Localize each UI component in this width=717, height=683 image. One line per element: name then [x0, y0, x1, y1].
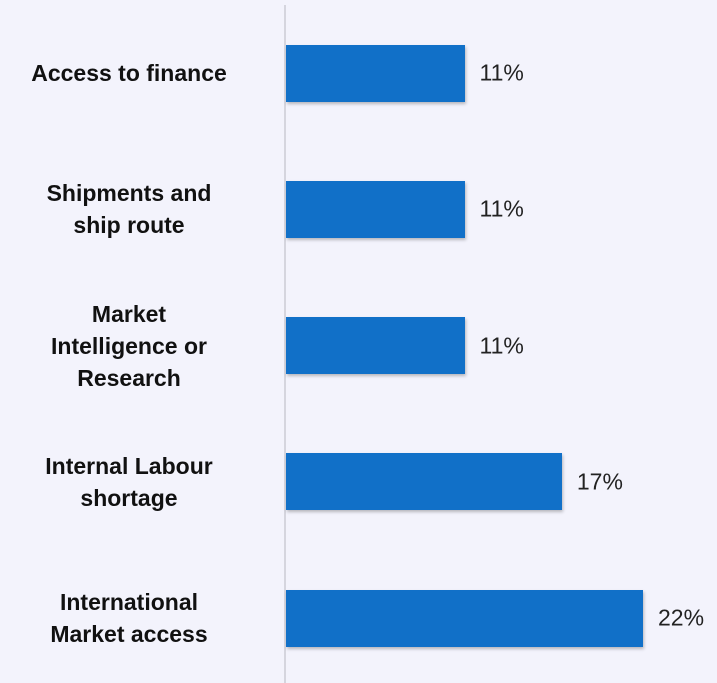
value-label: 11% — [479, 195, 524, 222]
bar — [286, 317, 465, 375]
category-label: International Market access — [50, 589, 208, 648]
value-label: 22% — [658, 604, 705, 631]
value-label: 11% — [479, 59, 524, 86]
bar — [286, 589, 643, 647]
bar — [286, 180, 465, 238]
bar — [286, 453, 562, 511]
axis-line — [284, 5, 286, 683]
category-label: Shipments and ship route — [46, 180, 212, 239]
category-label: Access to finance — [31, 60, 227, 86]
category-label: Market Intelligence or Research — [51, 300, 207, 391]
bar — [286, 44, 465, 102]
value-label: 11% — [479, 332, 524, 359]
value-label: 17% — [576, 468, 623, 495]
category-label: Internal Labour shortage — [45, 452, 213, 511]
